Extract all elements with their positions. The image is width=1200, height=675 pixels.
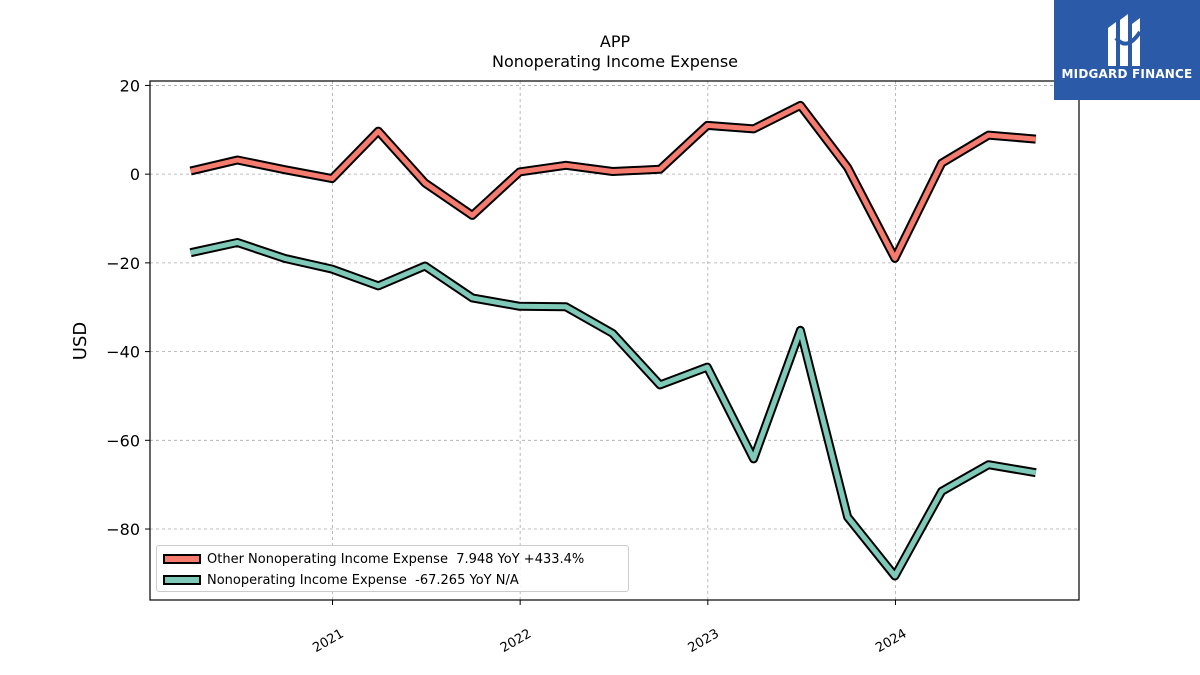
- series-line-0: [190, 102, 1037, 261]
- y-tick-label: −80: [106, 520, 140, 539]
- legend-label: Other Nonoperating Income Expense 7.948 …: [207, 551, 585, 567]
- logo-text: MIDGARD FINANCE: [1061, 67, 1193, 81]
- chart-title: APP: [599, 32, 631, 51]
- y-tick-label: 0: [130, 165, 140, 184]
- series-outline-1: [189, 238, 1037, 581]
- x-tick-label: 2022: [498, 626, 534, 656]
- series-lines: [189, 100, 1037, 581]
- legend-item-nonoperating: Nonoperating Income Expense -67.265 YoY …: [163, 571, 519, 589]
- y-tick-label: −20: [106, 254, 140, 273]
- legend-swatch-teal: [163, 575, 201, 585]
- chart-legend: Other Nonoperating Income Expense 7.948 …: [156, 545, 629, 592]
- series-line-1: [190, 240, 1037, 579]
- y-axis-label: USD: [70, 322, 91, 360]
- chart-subtitle: Nonoperating Income Expense: [491, 52, 739, 71]
- y-tick-label: −40: [106, 343, 140, 362]
- legend-swatch-red: [163, 554, 201, 564]
- legend-label: Nonoperating Income Expense -67.265 YoY …: [207, 572, 519, 588]
- plot-frame: [149, 80, 1080, 601]
- x-tick-label: 2021: [310, 626, 346, 656]
- midgard-logo-icon: [1108, 14, 1142, 66]
- y-tick-label: −60: [106, 431, 140, 450]
- legend-item-other-nonoperating: Other Nonoperating Income Expense 7.948 …: [163, 550, 584, 568]
- series-outline-0: [189, 100, 1037, 263]
- midgard-logo: MIDGARD FINANCE: [1054, 0, 1200, 100]
- x-tick-label: 2023: [686, 626, 722, 656]
- y-tick-label: 20: [120, 76, 140, 95]
- x-tick-label: 2024: [873, 626, 909, 656]
